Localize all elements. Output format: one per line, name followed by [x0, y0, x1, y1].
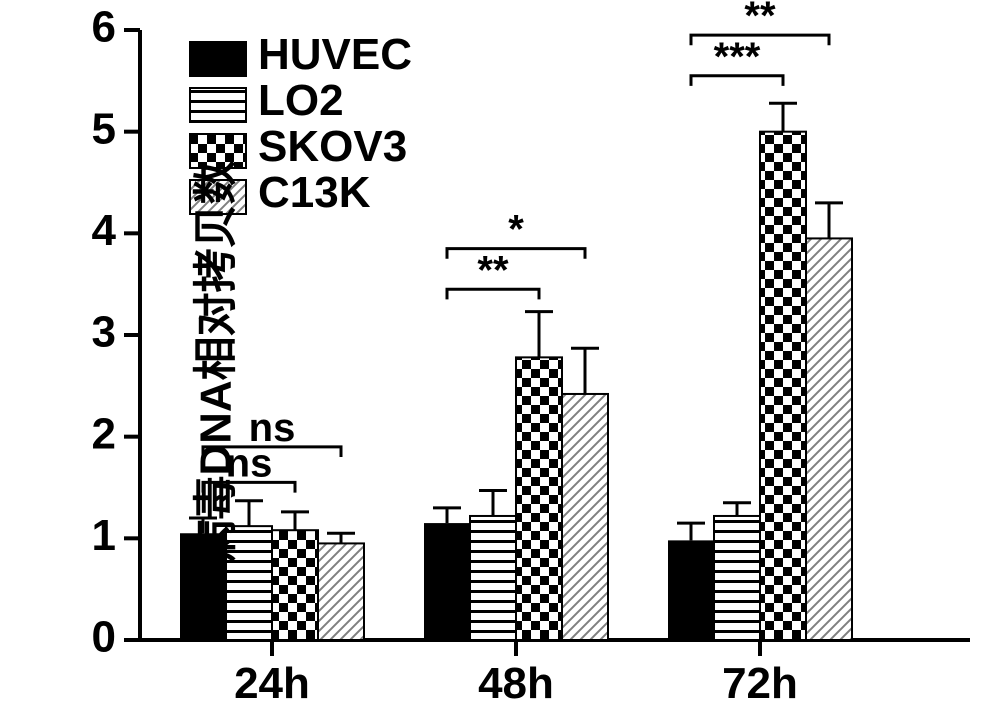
sig-label: *	[508, 208, 524, 252]
bar-C13K	[318, 543, 364, 640]
bar-C13K	[562, 394, 608, 640]
bar-SKOV3	[760, 132, 806, 640]
y-axis-label: 病毒DNA相对拷贝数	[180, 160, 244, 563]
bar-SKOV3	[272, 530, 318, 640]
sig-label: ***	[714, 35, 761, 79]
legend-swatch-HUVEC	[190, 42, 246, 76]
ytick-label: 1	[92, 511, 116, 560]
bar-LO2	[470, 516, 516, 640]
ytick-label: 3	[92, 308, 116, 357]
legend-label: C13K	[258, 168, 371, 217]
bar-chart: nsns******** 0123456 24h48h72h HUVECLO2S…	[0, 0, 1000, 723]
bar-SKOV3	[516, 357, 562, 640]
bar-HUVEC	[424, 523, 470, 640]
xtick-label: 24h	[234, 659, 310, 708]
legend-label: SKOV3	[258, 122, 407, 171]
chart-container: nsns******** 0123456 24h48h72h HUVECLO2S…	[0, 0, 1000, 723]
sig-label: ns	[249, 406, 296, 450]
sig-label: **	[744, 0, 776, 38]
ytick-label: 0	[92, 613, 116, 662]
xtick-label: 72h	[722, 659, 798, 708]
bar-LO2	[714, 516, 760, 640]
ytick-label: 6	[92, 3, 116, 52]
ytick-label: 4	[92, 206, 117, 255]
xtick-label: 48h	[478, 659, 554, 708]
legend-label: LO2	[258, 76, 344, 125]
ytick-label: 2	[92, 409, 116, 458]
ytick-label: 5	[92, 104, 116, 153]
bar-HUVEC	[668, 540, 714, 640]
legend-label: HUVEC	[258, 30, 412, 79]
sig-label: **	[477, 248, 509, 292]
bar-C13K	[806, 238, 852, 640]
legend-swatch-LO2	[190, 88, 246, 122]
